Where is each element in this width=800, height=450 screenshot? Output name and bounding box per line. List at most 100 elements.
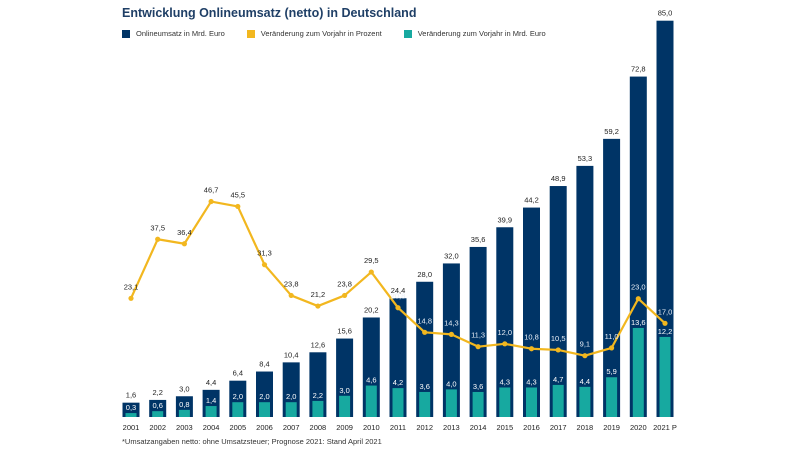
- revenue-bar-label: 59,2: [604, 127, 619, 136]
- change-bar-label: 0,3: [126, 403, 136, 412]
- x-tick-label: 2014: [470, 423, 487, 432]
- percent-change-point: [555, 347, 561, 353]
- percent-change-label: 10,5: [551, 334, 566, 343]
- percent-change-label: 23,8: [337, 279, 352, 288]
- change-bar-label: 2,0: [233, 392, 243, 401]
- change-bar: [552, 384, 564, 417]
- change-bar: [125, 413, 137, 417]
- percent-change-label: 21,2: [311, 290, 326, 299]
- change-bar: [579, 386, 591, 417]
- percent-change-point: [208, 198, 214, 205]
- legend: Onlineumsatz in Mrd. Euro Veränderung zu…: [122, 29, 546, 38]
- revenue-bar: [469, 246, 487, 417]
- change-bar: [365, 385, 377, 417]
- legend-label-percent-change: Veränderung zum Vorjahr in Prozent: [260, 29, 382, 38]
- change-bar-label: 13,6: [631, 318, 646, 327]
- percent-change-point: [368, 269, 374, 275]
- legend-swatch-percent-change: [246, 29, 255, 38]
- percent-change-point: [155, 236, 161, 242]
- revenue-bar: [496, 227, 514, 417]
- revenue-bar-label: 32,0: [444, 251, 459, 260]
- change-bar-label: 4,4: [580, 377, 590, 386]
- percent-change-label: 10,8: [524, 333, 539, 342]
- x-tick-label: 2007: [283, 423, 300, 432]
- revenue-bar: [523, 207, 540, 417]
- x-tick-label: 2017: [550, 423, 567, 432]
- percent-change-point: [342, 292, 348, 299]
- percent-change-label: 23,0: [631, 283, 646, 292]
- percent-change-point: [315, 303, 321, 309]
- change-bar: [178, 409, 190, 417]
- x-tick-label: 2005: [229, 423, 246, 432]
- percent-change-label: 46,7: [204, 186, 219, 195]
- revenue-bar-label: 6,4: [233, 369, 243, 378]
- x-tick-label: 2018: [577, 423, 594, 432]
- revenue-bar-label: 10,4: [284, 350, 299, 359]
- change-bar-label: 0,8: [179, 400, 189, 409]
- x-tick-label: 2008: [310, 423, 327, 432]
- legend-item-absolute-change: Veränderung zum Vorjahr in Mrd. Euro: [403, 29, 546, 38]
- x-tick-label: 2016: [523, 423, 540, 432]
- revenue-bar-label: 3,0: [179, 384, 189, 393]
- revenue-bar: [416, 281, 434, 417]
- revenue-bar: [442, 263, 460, 417]
- revenue-bar-label: 24,4: [391, 286, 406, 295]
- change-bar: [606, 377, 618, 417]
- change-bar: [312, 400, 324, 417]
- x-tick-label: 2021 P: [653, 423, 677, 432]
- revenue-bar-label: 39,9: [497, 215, 512, 224]
- x-tick-label: 2019: [603, 423, 620, 432]
- change-bar: [445, 389, 457, 417]
- revenue-bar-label: 44,2: [524, 196, 539, 205]
- change-bar: [472, 391, 484, 417]
- percent-change-point: [128, 295, 134, 301]
- x-tick-label: 2012: [416, 423, 433, 432]
- percent-change-point: [288, 292, 294, 299]
- revenue-bar-label: 8,4: [259, 360, 269, 369]
- change-bar: [419, 391, 431, 417]
- x-tick-label: 2001: [123, 423, 140, 432]
- percent-change-label: 31,3: [257, 249, 272, 258]
- percent-change-label: 23,8: [284, 279, 299, 288]
- change-bar: [632, 327, 644, 417]
- percent-change-point: [635, 296, 641, 302]
- percent-change-point: [235, 203, 241, 210]
- revenue-bar-label: 28,0: [417, 270, 432, 279]
- change-bar: [392, 388, 404, 417]
- change-bar: [659, 336, 671, 417]
- change-bar-label: 0,6: [152, 401, 162, 410]
- change-bar-label: 4,0: [446, 379, 456, 388]
- change-bar-label: 4,2: [393, 378, 403, 387]
- x-tick-label: 2006: [256, 423, 273, 432]
- revenue-bar-label: 15,6: [337, 327, 352, 336]
- change-bar: [259, 402, 270, 417]
- change-bar-label: 12,2: [658, 327, 673, 336]
- change-bar-label: 4,3: [526, 377, 536, 386]
- change-bar-label: 3,6: [473, 382, 483, 391]
- revenue-bar-label: 1,6: [126, 391, 136, 400]
- chart-title: Entwicklung Onlineumsatz (netto) in Deut…: [122, 6, 417, 20]
- change-bar: [152, 411, 164, 417]
- percent-change-label: 12,0: [497, 328, 512, 337]
- legend-label-revenue: Onlineumsatz in Mrd. Euro: [136, 29, 225, 38]
- change-bar-label: 4,3: [500, 377, 510, 386]
- legend-label-absolute-change: Veränderung zum Vorjahr in Mrd. Euro: [417, 29, 546, 38]
- percent-change-point: [422, 329, 428, 335]
- change-bar: [499, 387, 511, 417]
- percent-change-point: [528, 346, 535, 352]
- revenue-bar-label: 72,8: [631, 65, 646, 74]
- revenue-bar-label: 85,0: [658, 9, 673, 18]
- percent-change-label: 45,5: [230, 190, 245, 199]
- revenue-bar: [603, 138, 621, 417]
- revenue-bar-label: 12,6: [311, 340, 326, 349]
- change-bar-label: 4,7: [553, 375, 563, 384]
- percent-change-label: 11,3: [471, 331, 485, 340]
- percent-change-point: [261, 262, 268, 268]
- change-bar-label: 2,0: [259, 392, 269, 401]
- revenue-bar-label: 4,4: [206, 378, 216, 387]
- change-bar-label: 1,4: [206, 396, 216, 405]
- change-bar-label: 2,0: [286, 392, 296, 401]
- percent-change-point: [448, 331, 454, 337]
- revenue-bar: [549, 186, 567, 417]
